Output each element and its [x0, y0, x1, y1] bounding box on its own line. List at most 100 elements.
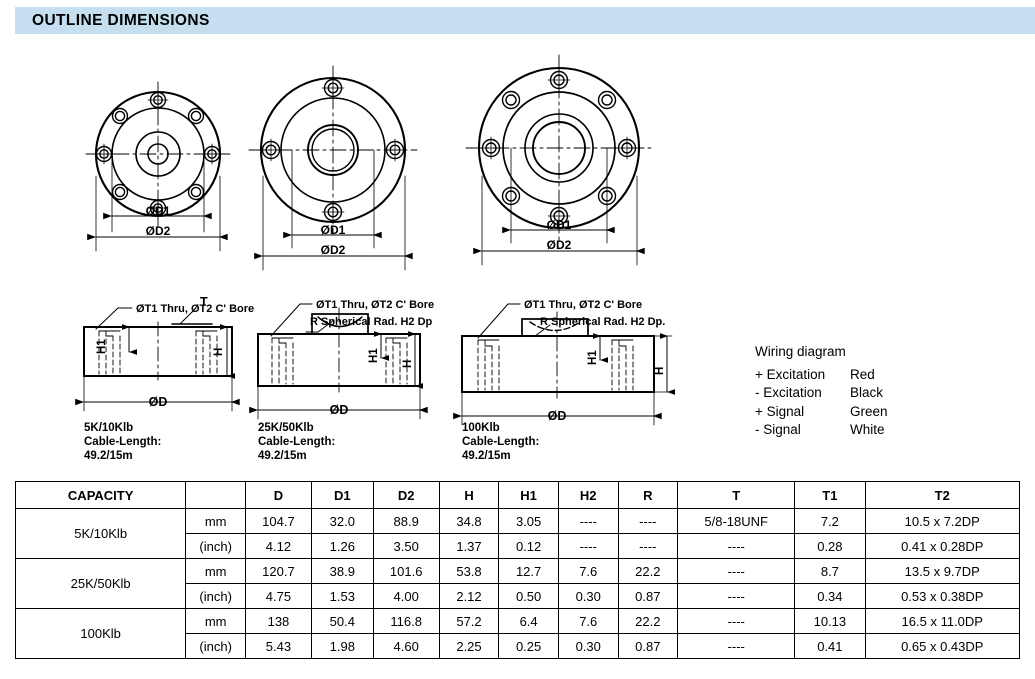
- table-cell-h1: 6.4: [498, 608, 559, 634]
- dim-label-d-view3: ØD: [548, 409, 567, 423]
- caption-cable-label-3: Cable-Length:: [462, 436, 540, 449]
- wiring-signal-label: + Excitation: [755, 366, 826, 382]
- caption-model-1: 5K/10Klb: [84, 422, 134, 434]
- dim-label-d1-view3: ØD1: [547, 218, 572, 232]
- table-header-h2: H2: [557, 481, 619, 509]
- caption-cable-label-2: Cable-Length:: [258, 436, 336, 449]
- table-cell-unit: (inch): [185, 533, 246, 559]
- table-header-d1: D1: [310, 481, 374, 509]
- table-cell-d2: 116.8: [372, 608, 440, 634]
- side-view-100k: [453, 303, 675, 426]
- table-cell-d2: 4.60: [372, 633, 440, 659]
- wiring-row: + Excitation Red: [755, 366, 888, 385]
- caption-cable-value-1: 49.2/15m: [84, 450, 133, 463]
- top-view-25k50k: [248, 65, 418, 235]
- dim-label-h-view3: H: [654, 367, 666, 375]
- table-header-d: D: [244, 481, 312, 509]
- table-cell-h: 2.25: [438, 633, 500, 659]
- table-cell-d1: 1.26: [310, 533, 374, 559]
- table-cell-d2: 101.6: [372, 558, 440, 584]
- dim-label-h-view1: H: [213, 348, 225, 356]
- page-title: OUTLINE DIMENSIONS: [32, 11, 210, 29]
- wiring-color-label: White: [850, 422, 885, 437]
- table-cell-d: 138: [244, 608, 312, 634]
- table-cell-t: ----: [677, 558, 796, 584]
- table-row: (inch) 4.75 1.53 4.00 2.12 0.50 0.30 0.8…: [16, 583, 1021, 609]
- table-cell-t1: 0.34: [794, 583, 866, 609]
- dim-label-d2-view3: ØD2: [547, 238, 572, 252]
- table-cell-capacity: 25K/50Klb: [14, 558, 187, 609]
- table-cell-t1: 7.2: [794, 508, 866, 534]
- wiring-row: - Excitation Black: [755, 384, 888, 403]
- table-row: 25K/50Klb mm 120.7 38.9 101.6 53.8 12.7 …: [14, 558, 1021, 609]
- table-cell-d: 5.43: [244, 633, 312, 659]
- table-cell-t: 5/8-18UNF: [677, 508, 796, 534]
- table-header-d2: D2: [372, 481, 440, 509]
- table-cell-r: 22.2: [617, 558, 679, 584]
- table-cell-unit: (inch): [185, 633, 246, 659]
- table-cell-d2: 88.9: [372, 508, 440, 534]
- table-header-unit: [185, 481, 246, 509]
- dimensions-table: CAPACITY D D1 D2 H H1 H2 R T T1 T2 5K/10…: [14, 481, 1021, 659]
- table-cell-unit: mm: [185, 508, 246, 534]
- table-cell-capacity: 100Klb: [14, 608, 187, 659]
- table-cell-t: ----: [677, 533, 796, 559]
- table-cell-d2: 3.50: [372, 533, 440, 559]
- table-cell-t2: 16.5 x 11.0DP: [864, 608, 1021, 634]
- table-cell-t2: 0.41 x 0.28DP: [864, 533, 1021, 559]
- callout-thread-t: T: [200, 295, 208, 309]
- outline-drawings: ØD1 ØD2: [0, 36, 1035, 476]
- table-cell-t2: 0.65 x 0.43DP: [864, 633, 1021, 659]
- table-cell-d: 4.12: [244, 533, 312, 559]
- table-cell-unit: mm: [185, 608, 246, 634]
- table-header-t2: T2: [864, 481, 1021, 509]
- table-cell-h1: 3.05: [498, 508, 559, 534]
- dim-label-h1-view2: H1: [368, 348, 380, 363]
- table-cell-h: 2.12: [438, 583, 500, 609]
- table-cell-h2: ----: [557, 508, 619, 534]
- caption-cable-value-2: 49.2/15m: [258, 450, 307, 463]
- table-cell-t: ----: [677, 583, 796, 609]
- dim-label-h1-view1: H1: [96, 339, 108, 354]
- table-header-h: H: [438, 481, 500, 509]
- table-header-t1: T1: [794, 481, 866, 509]
- callout-bore-view2: ØT1 Thru, ØT2 C' Bore: [316, 299, 434, 311]
- table-row: 100Klb mm 138 50.4 116.8 57.2 6.4 7.6 22…: [14, 608, 1021, 659]
- table-cell-h2: 0.30: [557, 633, 619, 659]
- table-cell-h1: 0.50: [498, 583, 559, 609]
- table-cell-r: 0.87: [617, 583, 679, 609]
- wiring-signal-label: + Signal: [755, 403, 805, 419]
- wiring-color-label: Black: [850, 385, 884, 400]
- section-header-bar: OUTLINE DIMENSIONS: [15, 7, 1035, 34]
- caption-model-2: 25K/50Klb: [258, 422, 314, 434]
- table-cell-h2: ----: [557, 533, 619, 559]
- table-cell-r: 22.2: [617, 608, 679, 634]
- table-cell-t1: 0.28: [794, 533, 866, 559]
- dim-label-d2-view1: ØD2: [146, 224, 171, 238]
- caption-cable-label-1: Cable-Length:: [84, 436, 162, 449]
- dim-label-d-view2: ØD: [330, 403, 349, 417]
- table-cell-t2: 0.53 x 0.38DP: [864, 583, 1021, 609]
- table-cell-r: ----: [617, 533, 679, 559]
- table-cell-d: 104.7: [244, 508, 312, 534]
- wiring-row: + Signal Green: [755, 403, 888, 422]
- table-cell-t: ----: [677, 608, 796, 634]
- table-cell-unit: (inch): [185, 583, 246, 609]
- table-cell-d: 4.75: [244, 583, 312, 609]
- table-cell-t2: 10.5 x 7.2DP: [864, 508, 1021, 534]
- wiring-signal-label: - Excitation: [755, 385, 822, 400]
- wiring-color-label: Green: [850, 403, 888, 419]
- caption-model-3: 100Klb: [462, 422, 500, 434]
- side-view-5k10k: [75, 307, 240, 412]
- table-cell-d2: 4.00: [372, 583, 440, 609]
- table-cell-d1: 1.53: [310, 583, 374, 609]
- caption-100k: 100Klb Cable-Length: 49.2/15m: [462, 421, 539, 464]
- top-view-100k: [465, 54, 653, 242]
- wiring-signal-label: - Signal: [755, 422, 801, 437]
- table-row: (inch) 5.43 1.98 4.60 2.25 0.25 0.30 0.8…: [16, 633, 1021, 659]
- table-header-r: R: [617, 481, 679, 509]
- dim-label-d2-view2: ØD2: [321, 243, 346, 257]
- table-cell-h: 1.37: [438, 533, 500, 559]
- table-cell-h2: 7.6: [557, 558, 619, 584]
- caption-25k50k: 25K/50Klb Cable-Length: 49.2/15m: [258, 421, 335, 464]
